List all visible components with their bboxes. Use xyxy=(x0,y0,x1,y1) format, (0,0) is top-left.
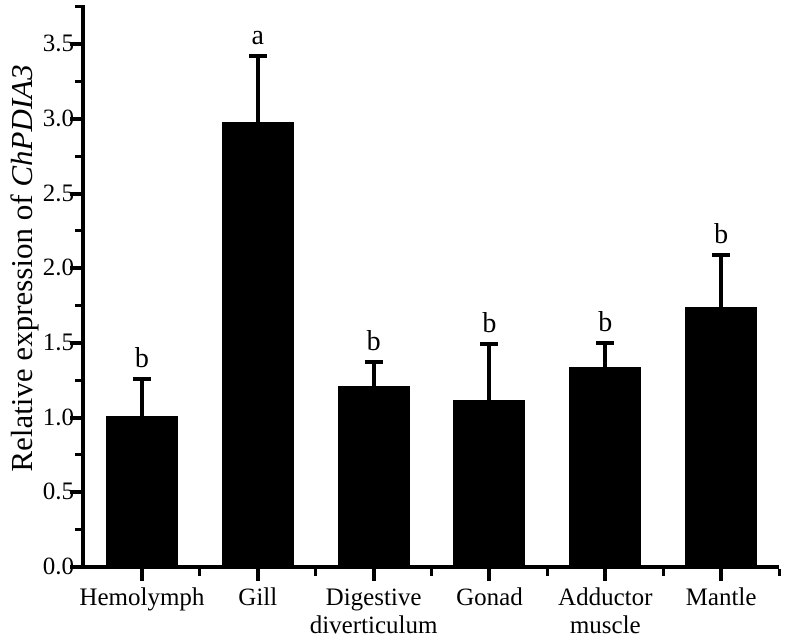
x-axis-category-label: Adductor muscle xyxy=(517,584,693,635)
significance-letter: b xyxy=(366,326,381,358)
y-axis-tick-label: 1.0 xyxy=(42,403,74,431)
y-axis-tick-label: 1.5 xyxy=(42,328,74,356)
x-axis-category-label-line: Digestive xyxy=(325,584,422,611)
y-axis-tick-label: 0.0 xyxy=(42,553,74,580)
x-axis-minor-tick xyxy=(545,569,549,576)
significance-letter: b xyxy=(134,342,149,374)
y-axis-minor-tick xyxy=(75,453,81,457)
y-axis-minor-tick xyxy=(75,5,81,9)
y-axis-major-tick xyxy=(70,490,81,495)
x-axis-major-tick xyxy=(487,569,492,581)
error-bar-cap xyxy=(596,340,615,345)
significance-letter: b xyxy=(482,308,497,340)
error-bar-cap xyxy=(132,376,151,381)
y-axis-minor-tick xyxy=(75,229,81,233)
error-bar-cap xyxy=(364,360,383,365)
y-axis-major-tick xyxy=(70,191,81,196)
x-axis-line xyxy=(81,565,779,569)
error-bar xyxy=(139,378,144,423)
y-axis-minor-tick xyxy=(75,528,81,532)
y-axis-tick-label: 2.0 xyxy=(42,254,74,282)
significance-letter: b xyxy=(714,218,729,250)
x-axis-category-label-line: Gonad xyxy=(456,584,523,611)
x-axis-category-label-line: Mantle xyxy=(685,584,757,611)
x-axis-minor-tick xyxy=(198,569,202,576)
x-axis-major-tick xyxy=(719,569,724,581)
bar-digestive-diverticulum xyxy=(337,386,410,569)
y-axis-major-tick xyxy=(70,340,81,345)
error-bar xyxy=(371,362,376,393)
error-bar xyxy=(487,344,492,406)
x-axis-minor-tick xyxy=(777,569,781,576)
x-axis-minor-tick xyxy=(314,569,318,576)
x-axis-category-label-line: Adductor xyxy=(558,584,653,611)
x-axis-category-label-line: Hemolymph xyxy=(79,584,205,611)
x-axis-category-label-line: diverticulum xyxy=(309,612,438,635)
y-axis-major-tick xyxy=(70,565,81,569)
y-axis-tick-label: 2.5 xyxy=(42,179,74,207)
y-axis-major-tick xyxy=(70,266,81,271)
x-axis-major-tick xyxy=(371,569,376,581)
x-axis-minor-tick xyxy=(430,569,433,576)
x-axis-category-label: Gill xyxy=(170,584,346,612)
y-axis-major-tick xyxy=(70,415,81,420)
error-bar xyxy=(255,56,260,128)
x-axis-category-label-line: Gill xyxy=(238,584,278,611)
error-bar-cap xyxy=(248,54,267,59)
y-axis-tick-label: 3.0 xyxy=(42,104,74,132)
y-axis-major-tick xyxy=(70,116,81,121)
error-bar-cap xyxy=(712,252,731,257)
x-axis-category-label: Digestive diverticulum xyxy=(286,584,462,635)
x-axis-category-label-line: muscle xyxy=(569,612,641,635)
x-axis-category-label: Gonad xyxy=(401,584,577,612)
y-axis-tick-label: 0.5 xyxy=(42,478,74,506)
bar-gonad xyxy=(453,399,526,569)
y-axis-minor-tick xyxy=(75,378,81,382)
y-axis-major-tick xyxy=(70,42,81,47)
error-bar xyxy=(603,342,608,373)
x-axis-category-label: Mantle xyxy=(633,584,787,612)
y-axis-minor-tick xyxy=(75,304,81,308)
error-bar-cap xyxy=(480,342,499,347)
y-axis-minor-tick xyxy=(75,79,81,83)
x-axis-major-tick xyxy=(139,569,144,581)
bar-hemolymph xyxy=(105,416,178,569)
x-axis-minor-tick xyxy=(661,569,665,576)
y-axis-line xyxy=(81,5,85,569)
significance-letter: b xyxy=(598,306,613,338)
y-axis-minor-tick xyxy=(75,154,81,158)
x-axis-major-tick xyxy=(255,569,260,581)
significance-letter: a xyxy=(251,20,264,52)
y-axis-tick-label: 3.5 xyxy=(42,30,74,58)
bar-adductor-muscle xyxy=(569,366,642,569)
x-axis-category-label: Hemolymph xyxy=(54,584,230,612)
bar-mantle xyxy=(685,307,758,569)
bar-gill xyxy=(221,121,294,569)
x-axis-major-tick xyxy=(603,569,608,581)
error-bar xyxy=(719,254,724,314)
